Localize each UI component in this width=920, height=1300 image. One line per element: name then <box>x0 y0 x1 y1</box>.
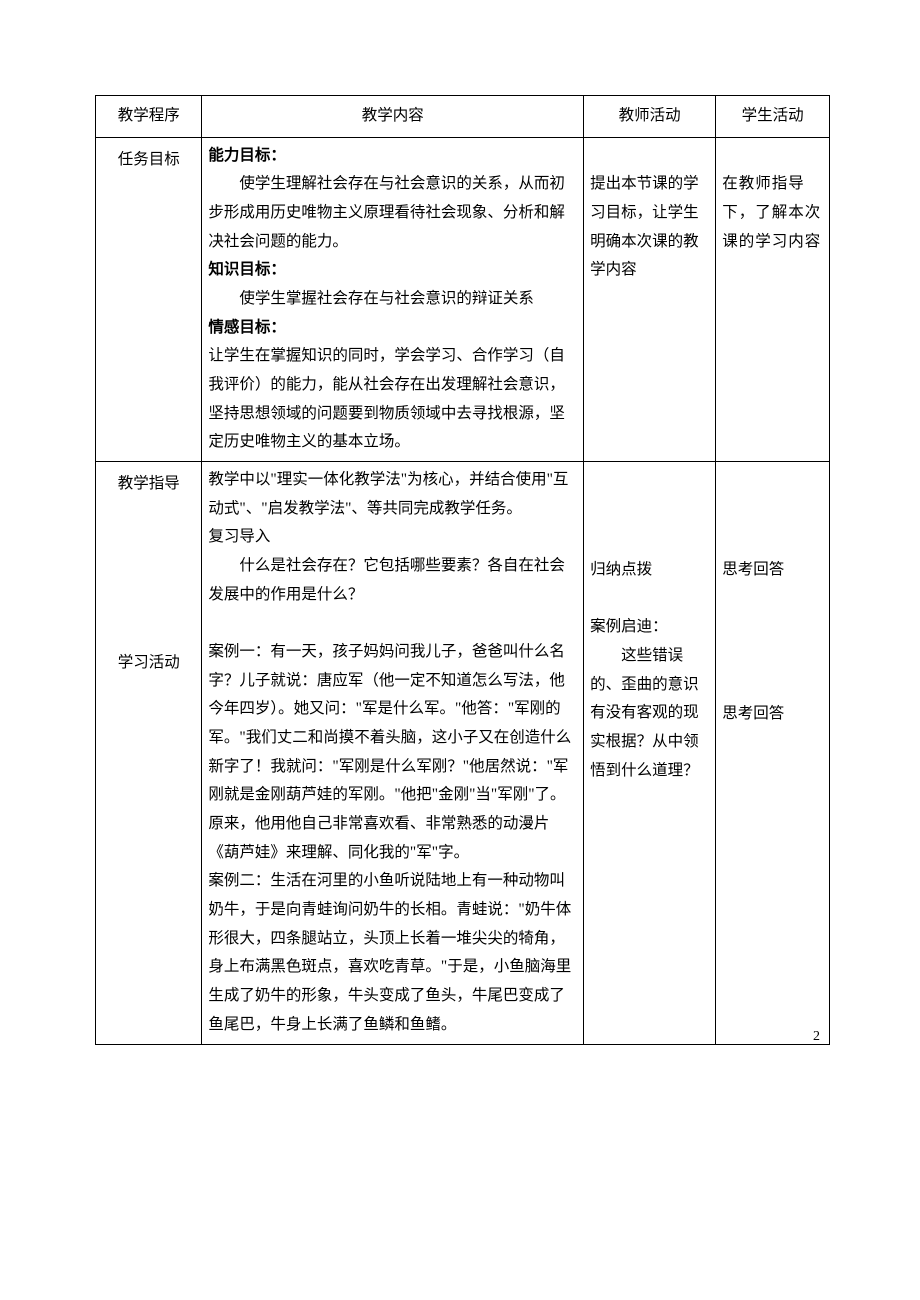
objectives-student-text: 在教师指导下，了解本次课的学习内容 <box>722 170 823 256</box>
table-row-activities: 教学指导 学习活动 教学中以"理实一体化教学法"为核心，并结合使用"互动式"、"… <box>96 462 830 1044</box>
header-col2: 教学内容 <box>202 96 584 138</box>
teacher-case-text: 这些错误的、歪曲的意识有没有客观的现实根据？从中领悟到什么道理？ <box>590 642 709 785</box>
student-think2: 思考回答 <box>722 700 823 729</box>
guide-label: 教学指导 <box>102 470 195 499</box>
review-text: 什么是社会存在？它包括哪些要素？各自在社会发展中的作用是什么？ <box>208 552 577 609</box>
activity-label: 学习活动 <box>102 649 195 678</box>
objectives-teacher: 提出本节课的学习目标，让学生明确本次课的教学内容 <box>584 137 716 461</box>
header-col1: 教学程序 <box>96 96 202 138</box>
objectives-label: 任务目标 <box>96 137 202 461</box>
emotion-title: 情感目标： <box>208 319 286 336</box>
objectives-content: 能力目标： 使学生理解社会存在与社会意识的关系，从而初步形成用历史唯物主义原理看… <box>202 137 584 461</box>
student-think1: 思考回答 <box>722 556 823 585</box>
activities-content: 教学中以"理实一体化教学法"为核心，并结合使用"互动式"、"启发教学法"、等共同… <box>202 462 584 1044</box>
page-number: 2 <box>813 1029 820 1045</box>
activities-student: 思考回答 思考回答 <box>716 462 830 1044</box>
document-page: 教学程序 教学内容 教师活动 学生活动 任务目标 能力目标： 使学生理解社会存在… <box>0 0 920 1075</box>
header-col4: 学生活动 <box>716 96 830 138</box>
table-row-objectives: 任务目标 能力目标： 使学生理解社会存在与社会意识的关系，从而初步形成用历史唯物… <box>96 137 830 461</box>
guide-text: 教学中以"理实一体化教学法"为核心，并结合使用"互动式"、"启发教学法"、等共同… <box>208 466 577 523</box>
header-col3: 教师活动 <box>584 96 716 138</box>
ability-title: 能力目标： <box>208 147 286 164</box>
lesson-plan-table: 教学程序 教学内容 教师活动 学生活动 任务目标 能力目标： 使学生理解社会存在… <box>95 95 830 1045</box>
objectives-student: 在教师指导下，了解本次课的学习内容 <box>716 137 830 461</box>
objectives-teacher-text: 提出本节课的学习目标，让学生明确本次课的教学内容 <box>590 170 709 285</box>
teacher-case-title: 案例启迪： <box>590 613 709 642</box>
knowledge-text: 使学生掌握社会存在与社会意识的辩证关系 <box>208 285 577 314</box>
emotion-text: 让学生在掌握知识的同时，学会学习、合作学习（自我评价）的能力，能从社会存在出发理… <box>208 342 577 457</box>
case2-text: 案例二：生活在河里的小鱼听说陆地上有一种动物叫奶牛，于是向青蛙询问奶牛的长相。青… <box>208 867 577 1039</box>
ability-text: 使学生理解社会存在与社会意识的关系，从而初步形成用历史唯物主义原理看待社会现象、… <box>208 170 577 256</box>
activities-teacher: 归纳点拨 案例启迪： 这些错误的、歪曲的意识有没有客观的现实根据？从中领悟到什么… <box>584 462 716 1044</box>
teacher-summary: 归纳点拨 <box>590 556 709 585</box>
table-header-row: 教学程序 教学内容 教师活动 学生活动 <box>96 96 830 138</box>
activities-label: 教学指导 学习活动 <box>96 462 202 1044</box>
review-title: 复习导入 <box>208 523 577 552</box>
knowledge-title: 知识目标： <box>208 261 286 278</box>
case1-text: 案例一：有一天，孩子妈妈问我儿子，爸爸叫什么名字？儿子就说：唐应军（他一定不知道… <box>208 638 577 867</box>
